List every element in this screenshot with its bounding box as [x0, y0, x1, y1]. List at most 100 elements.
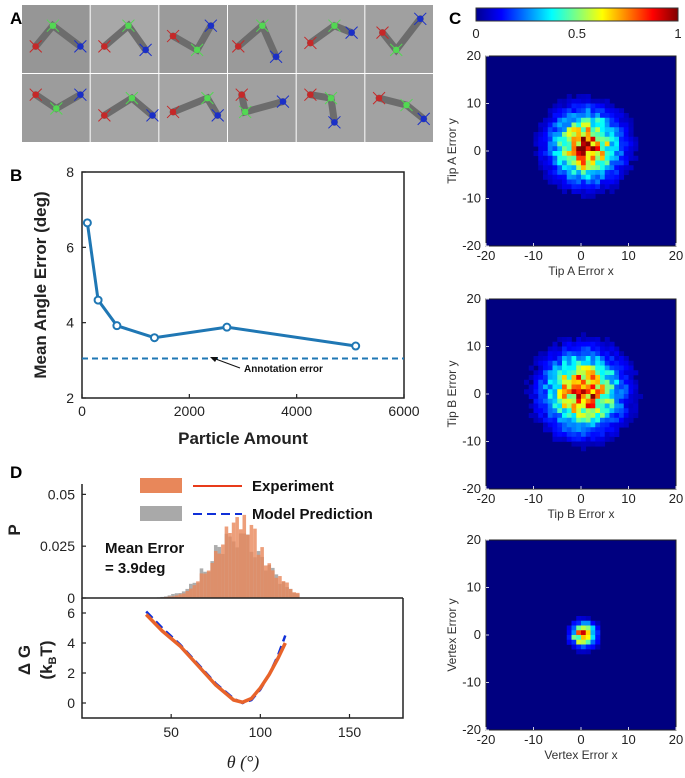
colorbar-gradient	[475, 7, 679, 22]
heatmap-cell	[538, 417, 544, 423]
heatmap-cell	[576, 122, 582, 128]
heatmap-x-tick-label: 20	[669, 732, 683, 747]
heatmap-cell	[566, 408, 572, 414]
hist-y-tick-label: 0.025	[40, 538, 75, 554]
heatmap-cell	[590, 441, 596, 447]
heatmap-cell	[628, 117, 634, 123]
heatmap-cell	[623, 379, 629, 385]
heatmap-cell	[533, 356, 539, 362]
panel-label-c: C	[449, 9, 461, 28]
heatmap-cell	[633, 413, 639, 419]
heatmap-cell	[604, 436, 610, 442]
heatmap-cell	[609, 403, 615, 409]
heatmap-cell	[576, 117, 582, 123]
heatmap-cell	[562, 337, 568, 343]
heatmap-cell	[557, 389, 563, 395]
heatmap-cell	[595, 127, 601, 133]
heatmap-cell	[590, 337, 596, 343]
micrograph-tile	[365, 5, 433, 73]
heatmap-cell	[590, 170, 596, 176]
histogram-y-label: P	[5, 524, 24, 535]
data-point	[222, 322, 232, 332]
heatmap-cell	[619, 136, 625, 142]
heatmap-cell	[566, 370, 572, 376]
heatmap-cell	[576, 98, 582, 104]
heatmap-y-tick-label: -10	[462, 191, 481, 206]
heatmap-cell	[547, 370, 553, 376]
heatmap-cell	[576, 184, 582, 190]
heatmap-cell	[595, 422, 601, 428]
heatmap-cell	[571, 365, 577, 371]
heatmap-cell	[604, 170, 610, 176]
heatmap-cell	[566, 103, 572, 109]
heatmap-cell	[619, 384, 625, 390]
experiment-hist-bar	[228, 533, 232, 598]
panel-label-d: D	[10, 463, 22, 482]
heatmap-cell	[609, 379, 615, 385]
heatmap-cell	[623, 389, 629, 395]
heatmap-cell	[557, 174, 563, 180]
heatmap-cell	[600, 379, 606, 385]
heatmap-cell	[557, 398, 563, 404]
red-tip-marker	[169, 108, 177, 116]
heatmap-cell	[600, 356, 606, 362]
heatmap-cell	[557, 403, 563, 409]
heatmap-cell	[581, 422, 587, 428]
heatmap-cell	[614, 108, 620, 114]
heatmap-cell	[623, 132, 629, 138]
heatmap-cell	[576, 370, 582, 376]
heatmap-cell	[614, 184, 620, 190]
heatmap-cell	[633, 146, 639, 152]
heatmap-cell	[547, 360, 553, 366]
heatmap-cell	[600, 427, 606, 433]
heatmap-cell	[595, 379, 601, 385]
heatmap-cell	[571, 341, 577, 347]
heatmap-cell	[614, 389, 620, 395]
heatmap-y-tick-label: 10	[467, 580, 481, 595]
red-tip-marker	[32, 91, 39, 98]
heatmap-cell	[571, 136, 577, 142]
heatmap-cell	[590, 375, 596, 381]
colorbar: 0 0.5 1	[472, 7, 682, 41]
heatmap-cell	[562, 417, 568, 423]
heatmap-cell	[585, 94, 591, 100]
heatmap-cell	[590, 113, 596, 119]
red-tip-marker	[169, 32, 177, 40]
heatmap-cell	[543, 170, 549, 176]
heatmap-cell	[619, 413, 625, 419]
heatmap-cell	[552, 365, 558, 371]
heatmap-cell	[576, 346, 582, 352]
heatmap-cell	[633, 394, 639, 400]
heatmap-cell	[600, 155, 606, 161]
heatmap-cell	[571, 379, 577, 385]
heatmap-cell	[566, 94, 572, 100]
heatmap-cell	[557, 427, 563, 433]
heatmap-cell	[585, 174, 591, 180]
experiment-hist-bar	[203, 573, 207, 598]
heatmap-cell	[581, 146, 587, 152]
heatmap-cell	[566, 351, 572, 357]
green-vertex-marker	[403, 101, 410, 109]
heatmap-cell	[581, 620, 587, 626]
red-tip-marker	[307, 91, 314, 98]
heatmap-cell	[609, 360, 615, 366]
heatmap-cell	[557, 346, 563, 352]
heatmap-cell	[538, 155, 544, 161]
heatmap-cell	[590, 398, 596, 404]
heatmap-cell	[619, 117, 625, 123]
heatmap-cell	[614, 165, 620, 171]
heatmap-cell	[581, 436, 587, 442]
heatmap-cell	[533, 379, 539, 385]
heatmap-x-tick-label: 0	[577, 732, 584, 747]
heatmap-cell	[595, 403, 601, 409]
heatmap-cell	[585, 341, 591, 347]
heatmap-cell	[566, 356, 572, 362]
heatmap-cell	[595, 408, 601, 414]
heatmap-cell	[623, 113, 629, 119]
heatmap-cell	[600, 432, 606, 438]
heatmap-x-tick-label: 10	[621, 732, 635, 747]
heatmap-cell	[609, 151, 615, 157]
heatmap-cell	[604, 108, 610, 114]
heatmap-cell	[585, 630, 591, 636]
heatmap-cell	[562, 351, 568, 357]
